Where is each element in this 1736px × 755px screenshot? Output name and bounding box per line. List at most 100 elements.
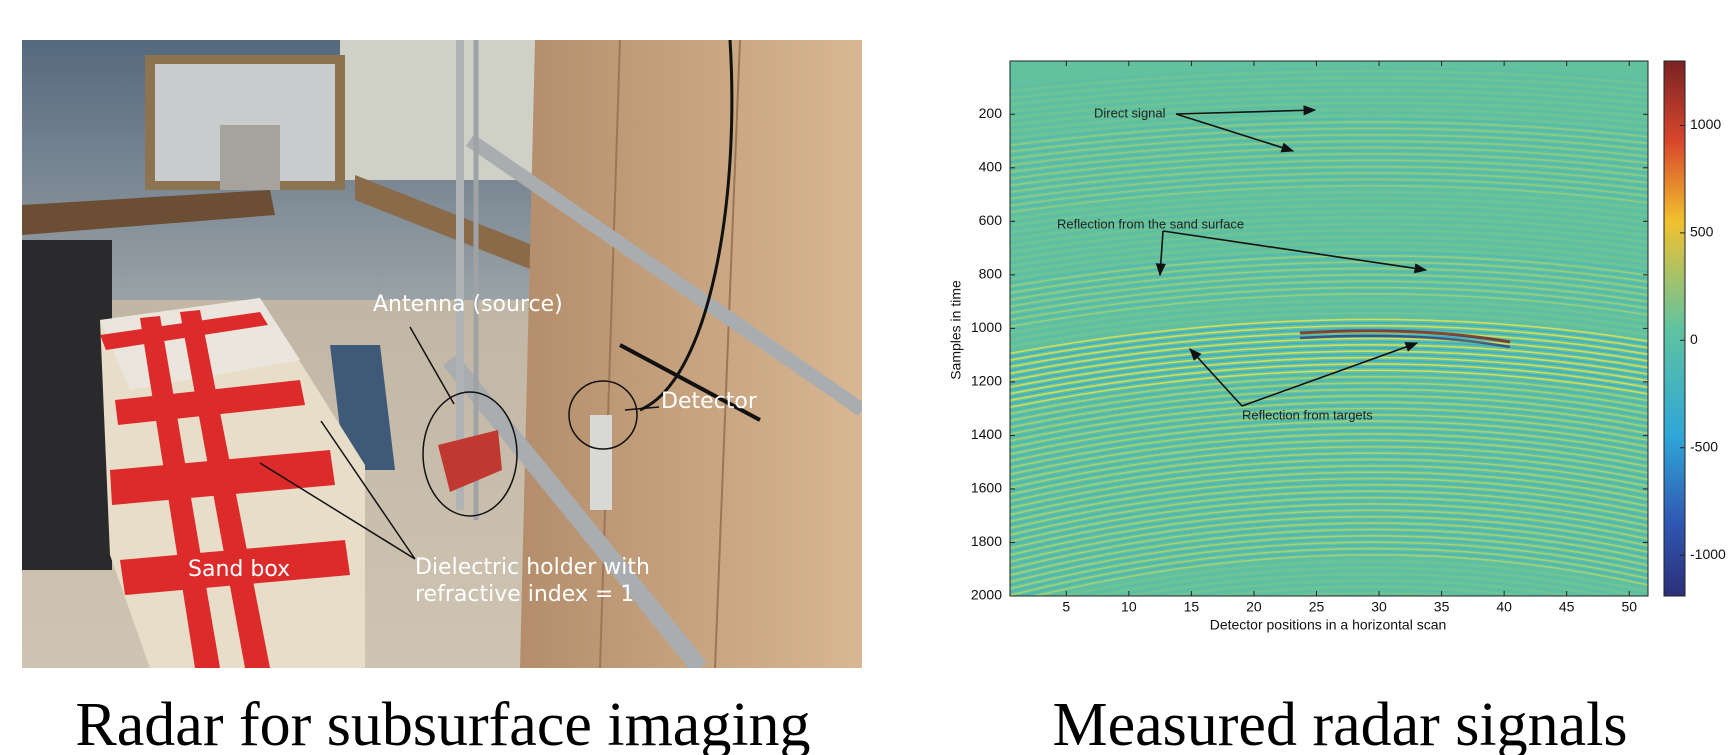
texture-stripe [1010, 270, 1648, 304]
texture-stripe [1010, 137, 1648, 163]
x-tick-label: 15 [1184, 599, 1200, 615]
x-tick-label: 20 [1246, 599, 1262, 615]
texture-stripe [1031, 554, 1648, 596]
texture-stripe [1163, 579, 1574, 596]
texture-stripe [1010, 344, 1648, 382]
annotation: Direct signal [1094, 105, 1166, 120]
texture-stripe [1010, 188, 1648, 217]
texture-stripe [1010, 535, 1648, 583]
texture-stripe [1010, 299, 1648, 335]
x-tick-label: 10 [1121, 599, 1137, 615]
texture-stripe [1010, 86, 1648, 109]
texture-stripe [1010, 458, 1648, 503]
texture-stripe [1010, 102, 1648, 126]
texture-stripe [1010, 528, 1648, 576]
y-tick-label: 1600 [971, 480, 1002, 496]
texture-stripe [1017, 550, 1648, 596]
texture-stripe [1010, 267, 1648, 301]
texture-stripe [1010, 519, 1648, 566]
texture-stripe [1010, 134, 1648, 160]
texture-stripe [1010, 363, 1648, 402]
texture-stripe [1010, 286, 1648, 321]
texture-stripe [1010, 274, 1648, 308]
texture-stripe [1010, 461, 1648, 506]
texture-stripe [1010, 175, 1648, 204]
texture-stripe [1010, 487, 1648, 533]
texture-stripe [1060, 560, 1648, 596]
texture-stripe [1010, 369, 1648, 408]
texture-stripe [1010, 223, 1648, 254]
texture-stripe [1010, 309, 1648, 345]
texture-stripe [1010, 67, 1648, 89]
texture-stripe [1010, 442, 1648, 486]
texture-stripe [1045, 557, 1648, 596]
texture-stripe [1010, 235, 1648, 267]
texture-stripe [1010, 114, 1648, 140]
texture-stripe [1010, 356, 1648, 395]
texture-stripe [1010, 121, 1648, 146]
texture-stripe [1010, 379, 1648, 419]
texture-stripe [1010, 200, 1648, 230]
texture-stripe [1010, 79, 1648, 103]
texture-stripe [1010, 73, 1648, 96]
texture-stripe [1299, 329, 1511, 344]
texture-stripe [1010, 76, 1648, 99]
y-tick-label: 1800 [971, 533, 1002, 549]
photo-label: Antenna (source) [373, 292, 563, 317]
texture-stripe [1010, 283, 1648, 318]
texture-stripe [1010, 353, 1648, 392]
texture-stripe [1010, 258, 1648, 291]
y-axis-label: Samples in time [948, 280, 964, 380]
texture-stripe [1010, 124, 1648, 150]
texture-stripe [1010, 318, 1648, 355]
texture-stripe [1010, 219, 1648, 251]
x-tick-label: 30 [1371, 599, 1387, 615]
x-tick-label: 45 [1559, 599, 1575, 615]
texture-stripe [1010, 414, 1648, 456]
photo-label: refractive index = 1 [415, 582, 634, 607]
texture-stripe [1010, 538, 1648, 587]
colorbar-tick-label: 0 [1690, 331, 1698, 347]
texture-stripe [1275, 592, 1468, 596]
texture-stripe [1010, 130, 1648, 156]
texture-stripe [1010, 165, 1648, 193]
texture-stripe [1010, 83, 1648, 106]
x-tick-label: 5 [1062, 599, 1070, 615]
texture-stripe [1010, 455, 1648, 499]
texture-stripe [1010, 395, 1648, 435]
y-tick-label: 1200 [971, 373, 1002, 389]
texture-stripe [1010, 324, 1648, 361]
y-tick-label: 600 [979, 212, 1003, 228]
texture-stripe [1010, 471, 1648, 516]
x-tick-label: 35 [1434, 599, 1450, 615]
texture-stripe [1010, 439, 1648, 482]
photo-annotations [259, 326, 660, 560]
texture-stripe [1010, 407, 1648, 449]
texture-stripe [1010, 226, 1648, 257]
y-tick-label: 200 [979, 105, 1003, 121]
texture-stripe [1010, 89, 1648, 113]
texture-stripe [1010, 239, 1648, 271]
texture-stripe [1010, 143, 1648, 170]
texture-stripe [1010, 531, 1648, 580]
photo-label: Sand box [188, 557, 290, 582]
texture-stripe [1010, 293, 1648, 328]
texture-stripe [1010, 305, 1648, 341]
texture-stripe [1010, 140, 1648, 167]
texture-stripe [1010, 172, 1648, 200]
texture-stripe [1010, 204, 1648, 234]
texture-stripe [1010, 493, 1648, 540]
texture-stripe [1010, 391, 1648, 432]
photo-label: Dielectric holder with [415, 555, 650, 580]
texture-stripe [1010, 337, 1648, 375]
colorbar-tick-label: -1000 [1690, 546, 1726, 562]
annotation-arrows [1155, 105, 1428, 407]
texture-stripe [1010, 216, 1648, 247]
texture-stripe [1010, 500, 1648, 546]
x-tick-label: 40 [1496, 599, 1512, 615]
texture-stripe [1010, 105, 1648, 130]
texture-stripe [1010, 375, 1648, 415]
y-tick-label: 2000 [971, 587, 1002, 603]
texture-stripe [1210, 585, 1531, 596]
texture-stripe [1010, 92, 1648, 116]
